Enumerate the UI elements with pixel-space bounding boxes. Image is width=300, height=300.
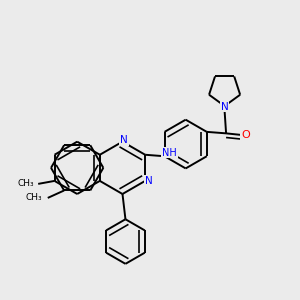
Text: CH₃: CH₃ <box>26 194 42 202</box>
Text: O: O <box>241 130 250 140</box>
Text: N: N <box>221 102 229 112</box>
Text: N: N <box>120 135 128 145</box>
Text: CH₃: CH₃ <box>18 179 34 188</box>
Text: N: N <box>145 176 153 186</box>
Text: NH: NH <box>162 148 177 158</box>
